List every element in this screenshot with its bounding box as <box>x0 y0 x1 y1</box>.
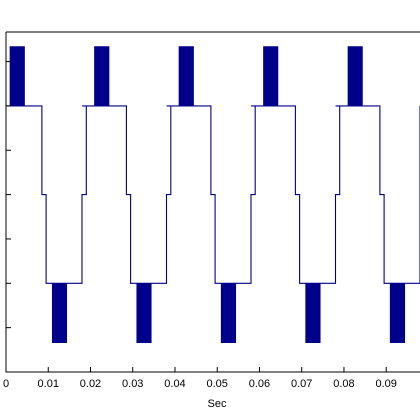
x-axis-ticks: 0 0.01 0.02 0.03 0.04 0.05 0.06 0.07 0.08 0.09 <box>3 367 397 390</box>
x-tick-label: 0.03 <box>122 378 143 390</box>
plot-area <box>5 31 420 373</box>
x-tick-label: 0 <box>3 378 9 390</box>
x-tick-label: 0.05 <box>207 378 228 390</box>
x-tick-label: 0.04 <box>164 378 185 390</box>
x-axis-label: Sec <box>208 398 227 410</box>
x-tick-label: 0.06 <box>249 378 270 390</box>
x-tick-label: 0.01 <box>38 378 59 390</box>
x-tick-label: 0.09 <box>375 378 396 390</box>
x-tick-label: 0.08 <box>333 378 354 390</box>
y-axis-ticks <box>6 61 11 373</box>
series-line <box>6 46 420 343</box>
x-tick-label: 0.07 <box>291 378 312 390</box>
x-tick-label: 0.02 <box>80 378 101 390</box>
